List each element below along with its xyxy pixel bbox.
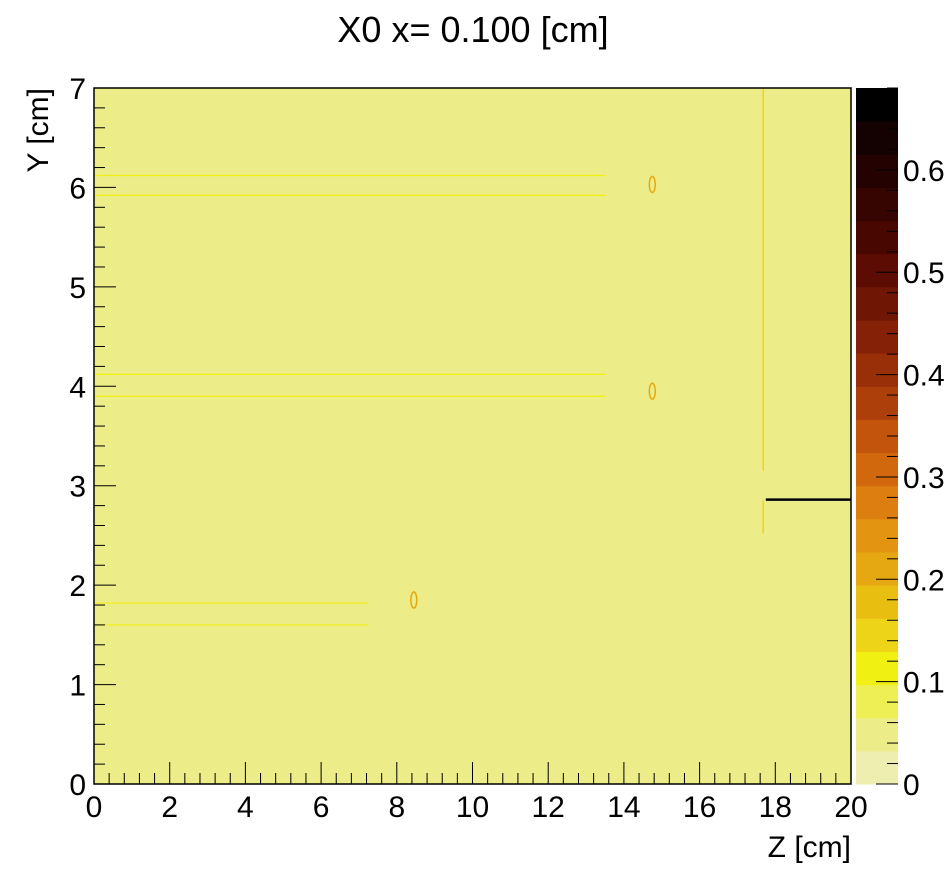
colorbar <box>856 88 898 785</box>
x-axis-ticks <box>93 762 852 784</box>
x-tick-label: 14 <box>607 791 640 824</box>
x-tick-label: 4 <box>237 791 254 824</box>
colorbar-ticks <box>876 87 898 785</box>
colorbar-tick-label: 0.3 <box>903 462 945 495</box>
colorbar-bin <box>856 518 898 553</box>
colorbar-bin <box>856 253 898 288</box>
colorbar-bin <box>856 88 898 122</box>
x-tick-label: 8 <box>388 791 405 824</box>
colorbar-tick-label: 0 <box>903 769 920 802</box>
colorbar-bin <box>856 750 898 785</box>
colorbar-bin <box>856 386 898 420</box>
y-axis-tick-labels: 0 1 2 3 4 5 6 7 <box>69 73 86 802</box>
y-tick-label: 5 <box>69 272 86 305</box>
y-tick-label: 0 <box>69 769 86 802</box>
y-tick-label: 1 <box>69 670 86 703</box>
plot-area <box>94 88 851 784</box>
colorbar-tick-label: 0.5 <box>903 257 945 290</box>
ring-feature <box>410 591 418 609</box>
colorbar-bin <box>856 485 898 520</box>
y-tick-label: 2 <box>69 570 86 603</box>
colorbar-bin <box>856 684 898 719</box>
y-axis-label: Y [cm] <box>22 88 55 172</box>
colorbar-bin <box>856 286 898 321</box>
colorbar-tick-label: 0.1 <box>903 667 945 700</box>
x-tick-label: 16 <box>683 791 716 824</box>
colorbar-bin <box>856 717 898 752</box>
y-tick-label: 3 <box>69 471 86 504</box>
colorbar-tick-label: 0.2 <box>903 564 945 597</box>
colorbar-bin <box>856 353 898 387</box>
colorbar-bin <box>856 452 898 487</box>
colorbar-bin <box>856 585 898 619</box>
colorbar-tick-label: 0.4 <box>903 360 945 393</box>
y-axis-ticks <box>94 87 116 785</box>
heatmap-features <box>94 88 851 626</box>
colorbar-bin <box>856 651 898 686</box>
x-tick-label: 6 <box>313 791 330 824</box>
colorbar-bin <box>856 220 898 255</box>
y-tick-label: 6 <box>69 172 86 205</box>
colorbar-bin <box>856 187 898 222</box>
x-tick-label: 12 <box>532 791 565 824</box>
chart-title: X0 x= 0.100 [cm] <box>337 9 608 50</box>
colorbar-bin <box>856 618 898 652</box>
x-axis-label: Z [cm] <box>768 831 851 864</box>
colorbar-bin <box>856 552 898 586</box>
ring-feature <box>648 175 657 194</box>
y-tick-label: 4 <box>69 371 86 404</box>
x-tick-label: 20 <box>834 791 867 824</box>
colorbar-tick-label: 0.6 <box>903 155 945 188</box>
x-tick-label: 18 <box>759 791 792 824</box>
x-tick-label: 2 <box>161 791 178 824</box>
x-tick-label: 0 <box>86 791 103 824</box>
colorbar-bin <box>856 154 898 188</box>
ring-feature <box>648 382 657 401</box>
y-tick-label: 7 <box>69 73 86 106</box>
x-axis-tick-labels: 0 2 4 6 8 10 12 14 16 18 20 <box>86 791 868 824</box>
colorbar-tick-labels: 0 0.1 0.2 0.3 0.4 0.5 0.6 <box>903 155 945 802</box>
colorbar-bin <box>856 320 898 354</box>
x-tick-label: 10 <box>456 791 489 824</box>
